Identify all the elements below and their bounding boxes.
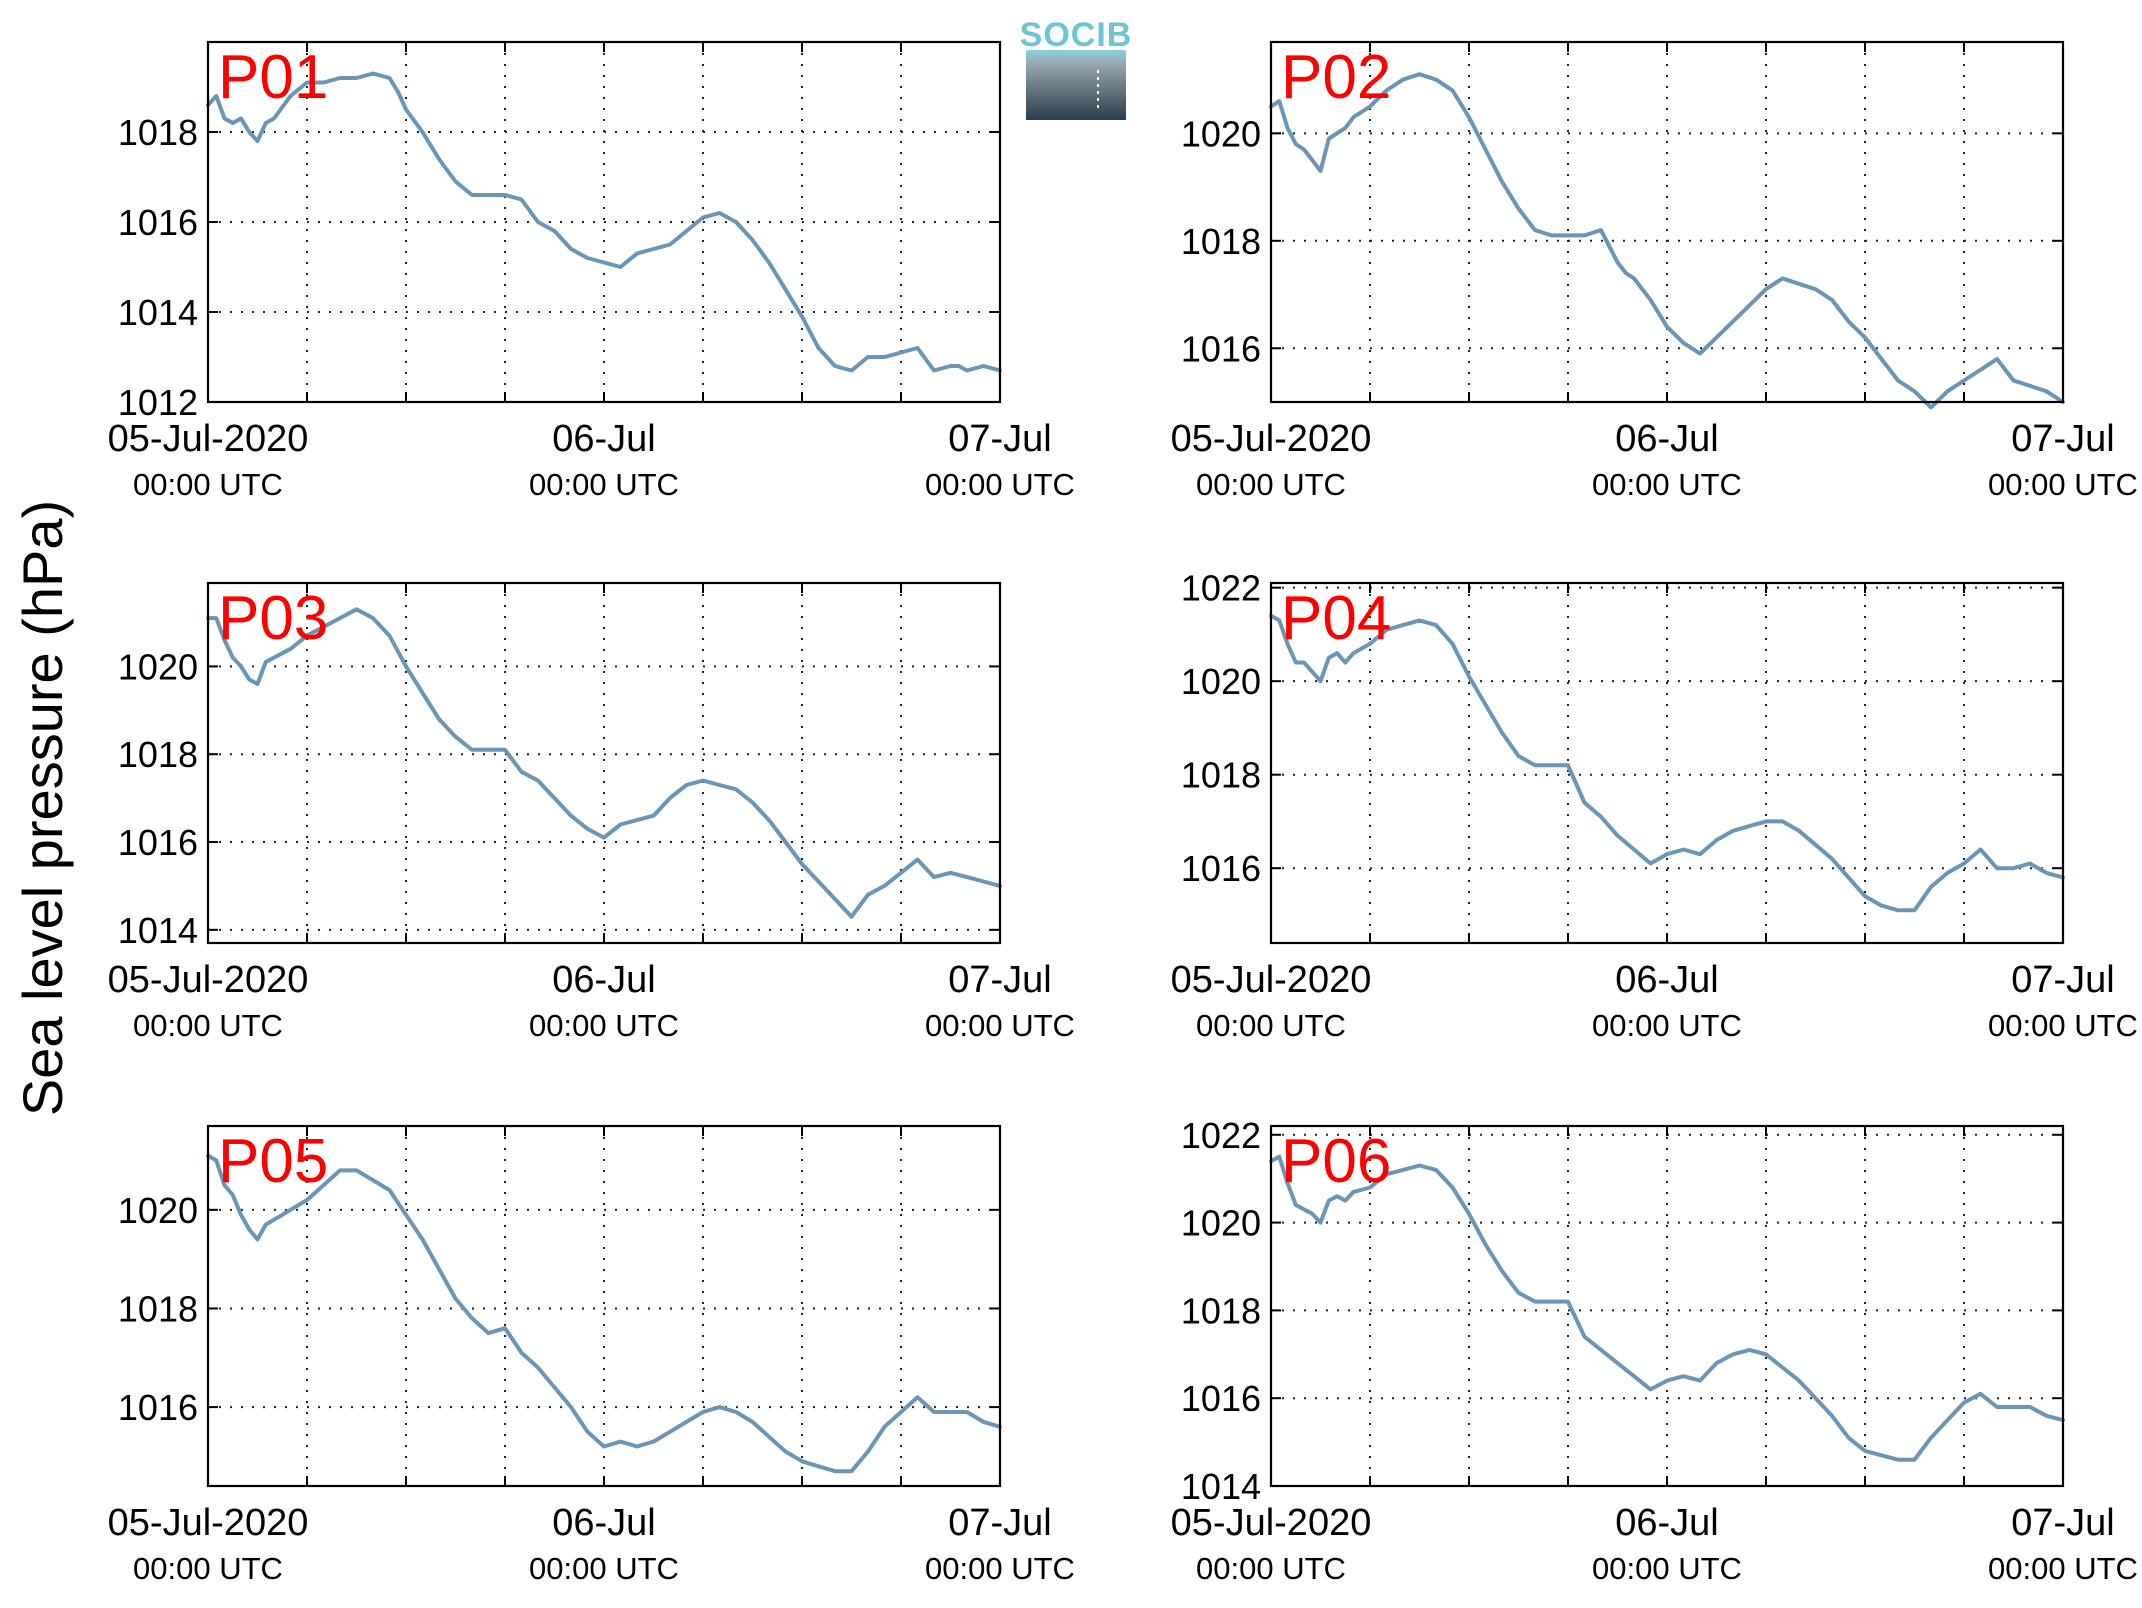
y-tick-label: 1012: [118, 382, 198, 423]
y-tick-label: 1016: [118, 202, 198, 243]
x-tick-label-time: 00:00 UTC: [1988, 1008, 2138, 1043]
panels: 1012 1014 1016 1018 05-Jul-2020 00:00 UTC 06-J…: [108, 40, 2138, 1586]
y-tick-label: 1016: [1181, 1378, 1261, 1419]
x-tick-label-date: 05-Jul-2020: [108, 959, 309, 1001]
x-tick-label-date: 06-Jul: [1615, 1502, 1719, 1544]
plot-frame: [206, 40, 1002, 404]
x-tick-label-time: 00:00 UTC: [925, 1551, 1075, 1586]
x-tick-label-date: 05-Jul-2020: [108, 1502, 309, 1544]
x-tick-label-time: 00:00 UTC: [133, 467, 283, 502]
y-tick-label: 1022: [1181, 1115, 1261, 1156]
panel-tag: P01: [218, 43, 328, 112]
chart-panel-p06: 1014 1016 1018 1020 1022 05-Jul-2020 00:00 UTC…: [1171, 1115, 2138, 1586]
pressure-series-line: [1269, 613, 2065, 913]
y-tick-label: 1020: [118, 1190, 198, 1231]
panel-tag: P06: [1281, 1127, 1391, 1196]
chart-panel-p05: 1016 1018 1020 05-Jul-2020 00:00 UTC 06-Jul 00…: [108, 1124, 1075, 1586]
y-tick-label: 1020: [1181, 661, 1261, 702]
x-tick-label-date: 06-Jul: [1615, 418, 1719, 460]
y-tick-label: 1016: [1181, 848, 1261, 889]
logo-text: SOCIB: [1020, 16, 1133, 54]
y-tick-label: 1016: [1181, 328, 1261, 369]
x-tick-label-time: 00:00 UTC: [925, 467, 1075, 502]
y-tick-label: 1018: [118, 734, 198, 775]
x-tick-label-date: 07-Jul: [2011, 959, 2115, 1001]
x-tick-label-date: 07-Jul: [2011, 1502, 2115, 1544]
x-tick-label-time: 00:00 UTC: [1592, 1551, 1742, 1586]
y-tick-label: 1014: [1181, 1466, 1261, 1507]
y-tick-label: 1018: [1181, 1290, 1261, 1331]
x-tick-label-time: 00:00 UTC: [529, 1551, 679, 1586]
y-tick-label: 1022: [1181, 568, 1261, 609]
x-tick-label-date: 06-Jul: [552, 959, 656, 1001]
y-tick-label: 1018: [1181, 221, 1261, 262]
x-tick-label-time: 00:00 UTC: [1196, 1551, 1346, 1586]
x-tick-label-date: 06-Jul: [1615, 959, 1719, 1001]
x-tick-label-time: 00:00 UTC: [1592, 1008, 1742, 1043]
x-tick-label-time: 00:00 UTC: [925, 1008, 1075, 1043]
y-tick-label: 1020: [1181, 113, 1261, 154]
y-tick-label: 1018: [1181, 755, 1261, 796]
x-tick-label-date: 05-Jul-2020: [1171, 1502, 1372, 1544]
y-tick-label: 1020: [118, 646, 198, 687]
chart-panel-p04: 1016 1018 1020 1022 05-Jul-2020 00:00 UTC 06-J…: [1171, 568, 2138, 1043]
plot-frame: [206, 1124, 1002, 1488]
y-tick-label: 1016: [118, 1387, 198, 1428]
x-tick-label-date: 05-Jul-2020: [108, 418, 309, 460]
socib-logo: SOCIB: [1020, 16, 1133, 120]
plot-frame: [1269, 40, 2065, 404]
y-tick-label: 1018: [118, 112, 198, 153]
x-tick-label-date: 07-Jul: [948, 959, 1052, 1001]
x-tick-label-time: 00:00 UTC: [1592, 467, 1742, 502]
x-tick-label-date: 06-Jul: [552, 418, 656, 460]
chart-panel-p01: 1012 1014 1016 1018 05-Jul-2020 00:00 UTC 06-J…: [108, 40, 1075, 502]
plot-frame: [1269, 581, 2065, 945]
x-tick-label-date: 06-Jul: [552, 1502, 656, 1544]
x-tick-label-time: 00:00 UTC: [1196, 1008, 1346, 1043]
x-tick-label-time: 00:00 UTC: [1988, 467, 2138, 502]
x-tick-label-time: 00:00 UTC: [133, 1551, 283, 1586]
panel-tag: P05: [218, 1127, 328, 1196]
pressure-series-line: [1269, 72, 2065, 410]
x-tick-label-date: 05-Jul-2020: [1171, 959, 1372, 1001]
x-tick-label-date: 07-Jul: [2011, 418, 2115, 460]
chart-panel-p02: 1016 1018 1020 05-Jul-2020 00:00 UTC 06-Jul 00…: [1171, 40, 2138, 502]
y-axis-label: Sea level pressure (hPa): [11, 500, 74, 1116]
y-tick-label: 1020: [1181, 1203, 1261, 1244]
x-tick-label-time: 00:00 UTC: [1196, 467, 1346, 502]
plot-frame: [1269, 1124, 2065, 1488]
x-tick-label-time: 00:00 UTC: [529, 467, 679, 502]
x-tick-label-time: 00:00 UTC: [1988, 1551, 2138, 1586]
pressure-series-line: [1269, 1154, 2065, 1462]
y-tick-label: 1018: [118, 1288, 198, 1329]
plot-frame: [206, 581, 1002, 945]
x-tick-label-time: 00:00 UTC: [133, 1008, 283, 1043]
x-tick-label-date: 07-Jul: [948, 1502, 1052, 1544]
chart-panel-p03: 1014 1016 1018 1020 05-Jul-2020 00:00 UTC 06-J…: [108, 581, 1075, 1043]
x-tick-label-time: 00:00 UTC: [529, 1008, 679, 1043]
panel-tag: P03: [218, 584, 328, 653]
panel-tag: P04: [1281, 584, 1391, 653]
panel-tag: P02: [1281, 43, 1391, 112]
y-tick-label: 1014: [118, 910, 198, 951]
pressure-series-line: [206, 71, 1002, 373]
pressure-series-line: [206, 1153, 1002, 1474]
y-tick-label: 1016: [118, 822, 198, 863]
pressure-series-line: [206, 607, 1002, 919]
x-tick-label-date: 07-Jul: [948, 418, 1052, 460]
x-tick-label-date: 05-Jul-2020: [1171, 418, 1372, 460]
y-tick-label: 1014: [118, 292, 198, 333]
